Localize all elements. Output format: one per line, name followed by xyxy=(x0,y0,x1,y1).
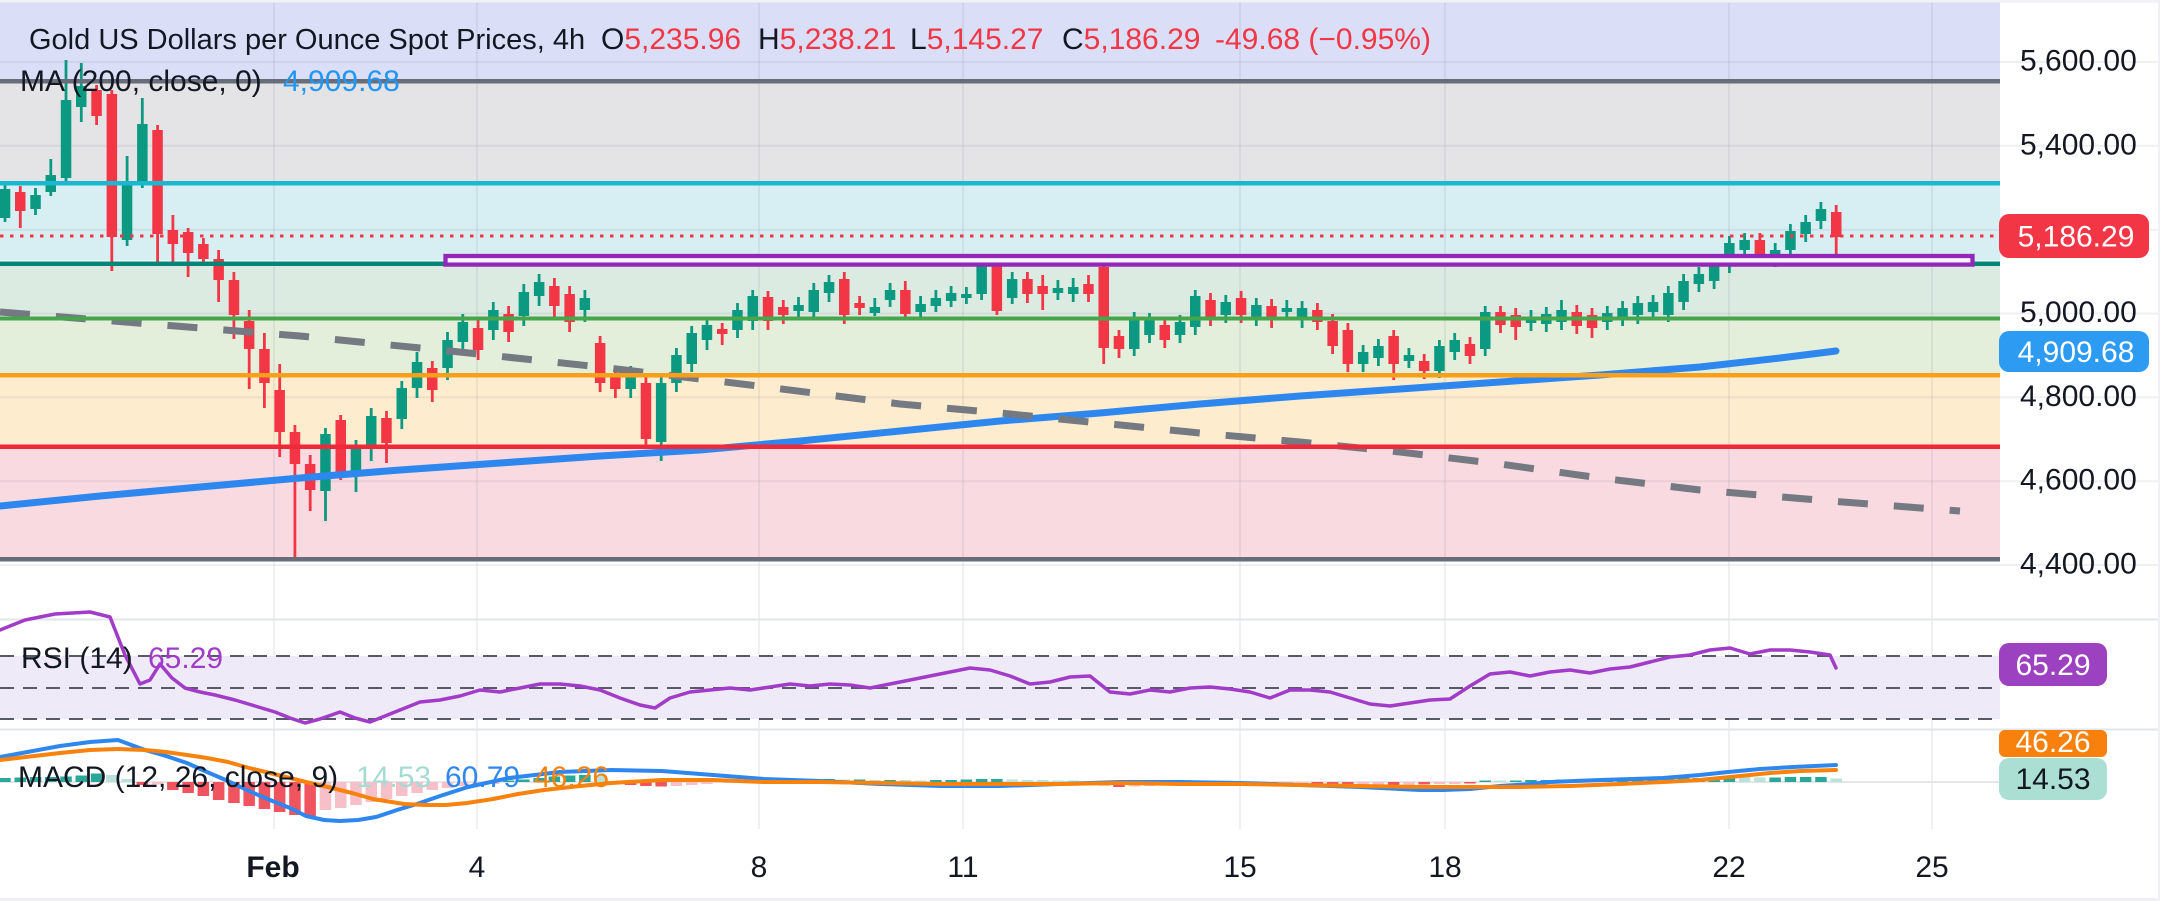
svg-text:4: 4 xyxy=(469,851,486,884)
svg-text:14.53: 14.53 xyxy=(356,761,431,794)
svg-text:22: 22 xyxy=(1712,851,1745,884)
svg-text:5,600.00: 5,600.00 xyxy=(2020,45,2137,78)
svg-text:25: 25 xyxy=(1915,851,1948,884)
svg-text:65.29: 65.29 xyxy=(148,642,223,675)
svg-text:5,400.00: 5,400.00 xyxy=(2020,128,2137,161)
svg-text:Feb: Feb xyxy=(246,851,299,884)
svg-text:Gold US Dollars per Ounce Spot: Gold US Dollars per Ounce Spot Prices, 4… xyxy=(29,24,585,56)
svg-text:MA (200, close, 0): MA (200, close, 0) xyxy=(20,65,262,98)
svg-text:H5,238.21: H5,238.21 xyxy=(758,23,896,56)
svg-text:8: 8 xyxy=(751,851,768,884)
svg-text:15: 15 xyxy=(1223,851,1256,884)
svg-text:RSI (14): RSI (14) xyxy=(21,642,133,675)
svg-text:5,000.00: 5,000.00 xyxy=(2020,296,2137,329)
svg-text:11: 11 xyxy=(947,851,978,884)
svg-text:MACD (12, 26, close, 9): MACD (12, 26, close, 9) xyxy=(18,761,338,794)
svg-text:C5,186.29: C5,186.29 xyxy=(1062,23,1200,56)
svg-text:4,600.00: 4,600.00 xyxy=(2020,464,2137,497)
svg-text:4,909.68: 4,909.68 xyxy=(283,65,400,98)
svg-text:L5,145.27: L5,145.27 xyxy=(910,23,1043,56)
svg-text:14.53: 14.53 xyxy=(2015,763,2090,796)
svg-text:4,909.68: 4,909.68 xyxy=(2018,336,2135,369)
svg-text:4,800.00: 4,800.00 xyxy=(2020,380,2137,413)
svg-text:60.79: 60.79 xyxy=(445,761,520,794)
svg-text:65.29: 65.29 xyxy=(2015,649,2090,682)
svg-text:18: 18 xyxy=(1428,851,1461,884)
svg-text:5,186.29: 5,186.29 xyxy=(2018,221,2135,254)
svg-text:46.26: 46.26 xyxy=(534,761,609,794)
svg-text:O5,235.96: O5,235.96 xyxy=(601,23,741,56)
svg-text:4,400.00: 4,400.00 xyxy=(2020,548,2137,581)
svg-text:-49.68 (−0.95%): -49.68 (−0.95%) xyxy=(1215,23,1431,56)
svg-text:46.26: 46.26 xyxy=(2015,726,2090,759)
